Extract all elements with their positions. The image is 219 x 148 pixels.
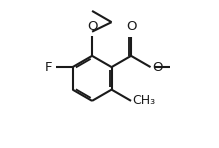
Text: O: O [152, 61, 162, 74]
Text: O: O [126, 20, 136, 33]
Text: O: O [87, 20, 97, 33]
Text: CH₃: CH₃ [132, 94, 155, 107]
Text: F: F [45, 61, 53, 74]
